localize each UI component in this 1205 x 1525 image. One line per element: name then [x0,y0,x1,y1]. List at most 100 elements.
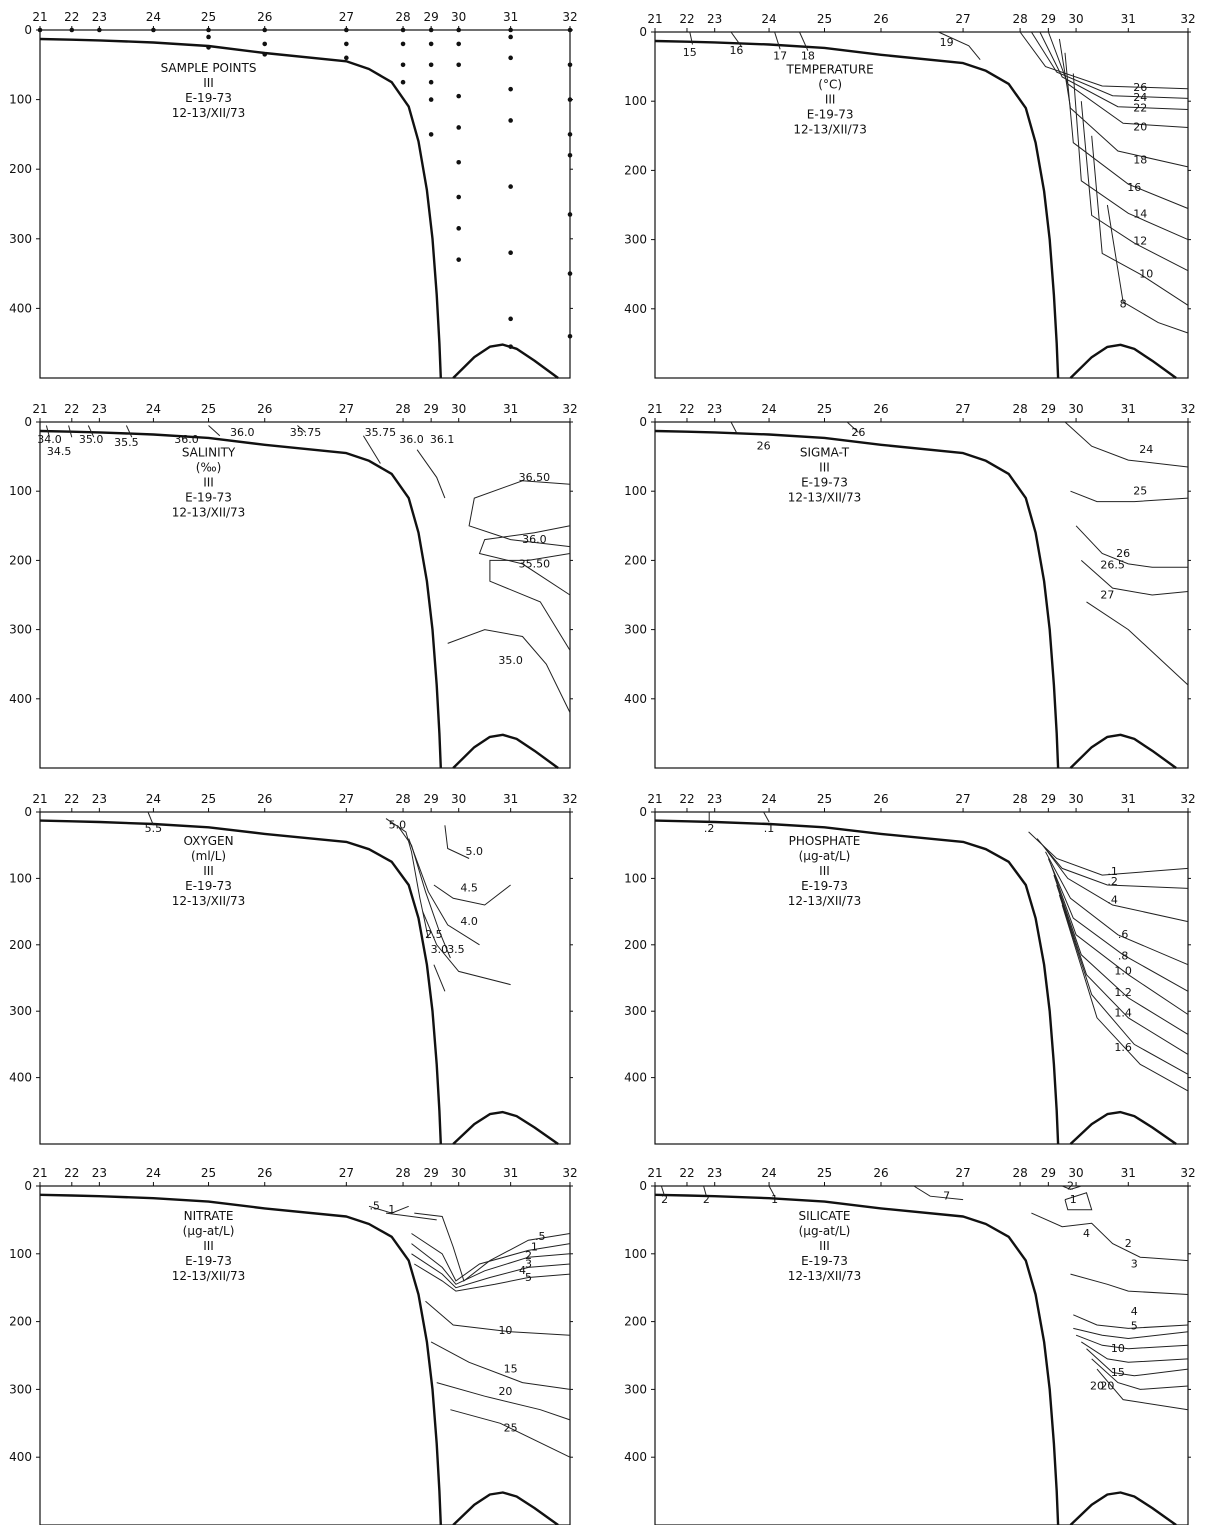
panel-temperature: 21 22 23 24 25 26 27 28 29 30 31 32 0 100 200 300 400 15 1… [624,12,1196,379]
station-label: 25 [817,792,832,806]
panel-title-line: 12-13/XII/73 [172,106,246,120]
station-label: 21 [647,792,662,806]
panel-title-line: SALINITY [182,446,236,460]
contour-line [385,1212,437,1221]
contour-line [433,964,446,992]
sample-point [344,27,349,33]
contour-line [45,425,50,438]
station-label: 24 [146,1166,161,1180]
contour-line [913,1185,964,1201]
depth-label: 400 [9,1071,32,1085]
station-label: 23 [707,12,722,26]
panel-sample_points: 21 22 23 24 25 26 27 28 29 30 31 32 0 100 200 300 400 SAM… [9,10,578,379]
contour-line [1061,904,1189,1092]
contour-line [1106,204,1189,334]
depth-label: 100 [624,1247,647,1261]
station-label: 32 [562,1166,577,1180]
panel-title-line: (μg-at/L) [183,1224,235,1238]
contour-line [1047,858,1189,992]
contour-line [1064,52,1189,209]
station-label: 23 [707,402,722,416]
sample-point [567,333,573,339]
station-label: 21 [647,402,662,416]
contour-label: .4 [1107,894,1118,907]
contour-label: 4.0 [460,915,478,928]
contour-line [1070,490,1189,503]
contour-line [362,435,381,464]
contour-line [1050,864,1189,1015]
station-label: 26 [257,402,272,416]
sample-point [400,41,406,47]
depth-label: 0 [24,805,32,819]
contour-line [433,884,511,906]
contour-line [774,31,781,50]
contour-line [489,553,571,651]
contour-line [208,425,221,437]
station-label: 29 [423,792,438,806]
panel-title-line: 12-13/XII/73 [788,1269,862,1283]
sample-point [508,55,513,61]
depth-label: 300 [624,623,647,637]
sample-point [206,34,211,40]
station-label: 25 [201,1166,216,1180]
contour-label: 5.0 [466,845,484,858]
station-label: 22 [679,402,694,416]
sample-point [456,93,462,99]
contour-line [408,838,480,946]
contour-line [416,449,446,499]
station-label: 27 [955,402,970,416]
contour-label: .2 [704,822,715,835]
contour-line [147,811,154,826]
contour-label: 4.5 [460,882,478,895]
station-label: 23 [707,792,722,806]
depth-label: 0 [639,1179,647,1193]
station-label: 27 [339,792,354,806]
station-label: 23 [92,10,107,24]
panel-salinity: 21 22 23 24 25 26 27 28 29 30 31 32 0 100 200 300 400 34.… [9,402,578,769]
panel-phosphate: 21 22 23 24 25 26 27 28 29 30 31 32 0 100 200 300 400 .2.… [624,792,1196,1145]
depth-label: 300 [624,1004,647,1018]
panel-title-line: SILICATE [799,1209,851,1223]
depth-label: 100 [9,871,32,885]
station-label: 30 [451,792,466,806]
contour-line [1042,844,1189,923]
sample-point [508,316,513,322]
sample-point [456,27,462,33]
sample-point [508,27,513,33]
contour-label: 24 [1139,443,1153,456]
contour-label: 26 [757,440,771,453]
sample-point [508,118,513,123]
contour-label: 20 [1100,1379,1114,1392]
depth-label: 300 [9,232,32,246]
depth-label: 400 [624,1450,647,1464]
contour-label: 20 [498,1385,512,1398]
station-label: 31 [1121,792,1136,806]
station-label: 28 [395,792,410,806]
sample-point [567,271,573,276]
station-label: 28 [1012,1166,1027,1180]
sample-point [456,159,462,165]
depth-label: 400 [9,301,32,315]
sample-point [428,41,434,47]
contour-label: 25 [1133,485,1147,498]
contour-line [411,1243,571,1285]
seamount-profile [452,1491,559,1525]
contour-line [1086,601,1189,686]
depth-label: 400 [624,1071,647,1085]
contour-label: 4 [1131,1305,1138,1318]
contour-label: 1.6 [1114,1041,1132,1054]
station-label: 31 [503,10,518,24]
sample-point [206,45,211,50]
contour-line [396,825,451,959]
depth-label: 0 [24,23,32,37]
panel-title-line: E-19-73 [807,108,854,122]
seamount-profile [1069,1110,1177,1145]
contour-line [447,629,571,713]
contour-label: 2.5 [425,928,443,941]
depth-label: 400 [9,692,32,706]
panel-title-line: III [819,1239,830,1253]
contour-line [1091,135,1189,306]
depth-label: 0 [24,1179,32,1193]
depth-label: 200 [624,163,647,177]
